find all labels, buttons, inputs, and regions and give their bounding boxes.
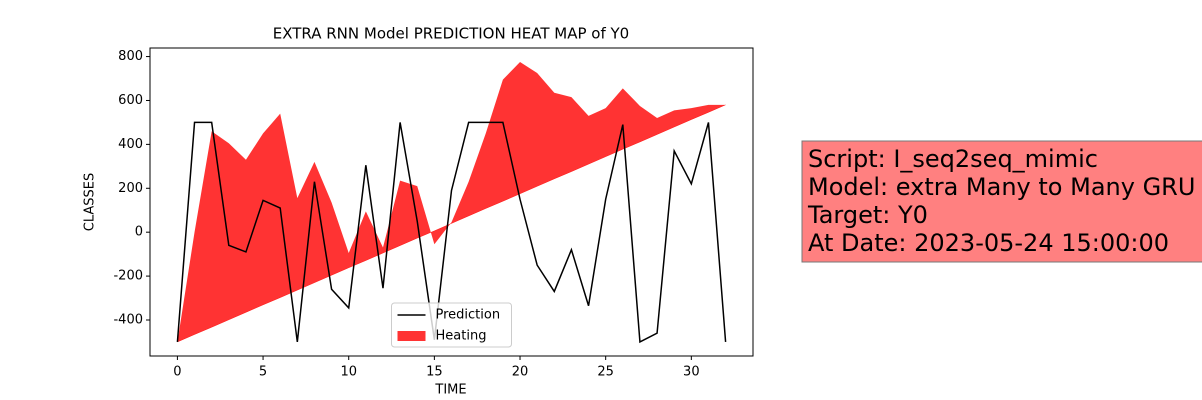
- x-tick-label: 10: [340, 365, 357, 380]
- annotation-background: [801, 140, 1202, 263]
- chart-title: EXTRA RNN Model PREDICTION HEAT MAP of Y…: [273, 25, 629, 43]
- x-tick-label: 5: [259, 365, 267, 380]
- legend-label: Prediction: [436, 308, 501, 323]
- legend-label: Heating: [436, 329, 487, 344]
- heating-base: [177, 104, 726, 343]
- y-tick-label: 600: [118, 93, 143, 108]
- legend-swatch: [397, 331, 426, 341]
- prediction-line: [176, 121, 727, 344]
- y-tick-label: 0: [135, 225, 143, 240]
- heating-area: [177, 62, 726, 342]
- annotation-line: At Date: 2023-05-24 15:00:00: [808, 229, 1169, 257]
- y-tick-label: 800: [118, 49, 143, 64]
- x-tick-label: 25: [597, 365, 614, 380]
- plot-frame: [149, 47, 754, 357]
- y-axis-label: CLASSES: [83, 173, 98, 231]
- annotation-line: Target: Y0: [807, 201, 928, 229]
- x-tick-label: 15: [426, 365, 443, 380]
- x-tick-label: 0: [173, 365, 181, 380]
- y-tick-label: 200: [118, 181, 143, 196]
- x-tick-label: 30: [683, 365, 700, 380]
- x-axis-label: TIME: [434, 383, 466, 398]
- y-tick-label: -200: [113, 269, 143, 284]
- annotation-line: Script: I_seq2seq_mimic: [808, 145, 1098, 173]
- y-tick-label: 400: [118, 137, 143, 152]
- x-tick-label: 20: [512, 365, 529, 380]
- annotation-line: Model: extra Many to Many GRU: [808, 173, 1195, 201]
- y-tick-label: -400: [113, 312, 143, 327]
